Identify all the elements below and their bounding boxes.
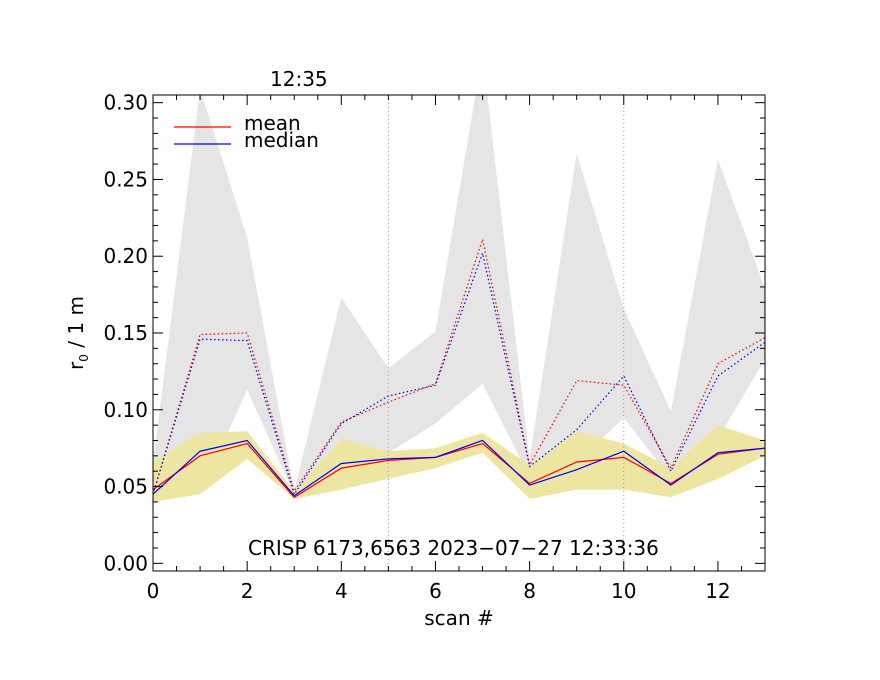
x-tick-label: 12 bbox=[705, 579, 730, 603]
series-median-dotted bbox=[153, 250, 765, 496]
vertical-dotted-lines bbox=[387, 95, 625, 571]
series-lines bbox=[153, 237, 765, 499]
series-median-solid bbox=[153, 439, 765, 497]
x-tick-label: 10 bbox=[611, 579, 636, 603]
y-tick-label: 0.05 bbox=[103, 475, 148, 499]
y-tick-label: 0.30 bbox=[103, 91, 148, 115]
x-tick-label: 0 bbox=[147, 579, 160, 603]
y-tick-label: 0.00 bbox=[103, 551, 148, 575]
tick-labels: 0 2 4 6 8 10 12 0.00 0.05 0.10 0.15 0.20 0.25 0.30 bbox=[103, 91, 730, 603]
x-axis-label: scan # bbox=[424, 606, 493, 630]
y-tick-label: 0.10 bbox=[103, 398, 148, 422]
legend-label-median: median bbox=[244, 128, 319, 152]
legend-label-mean: mean bbox=[244, 111, 301, 135]
range-bands bbox=[153, 95, 765, 502]
band-lower-range bbox=[153, 425, 765, 502]
y-tick-label: 0.15 bbox=[103, 321, 148, 345]
y-tick-label: 0.20 bbox=[103, 244, 148, 268]
time-label: 12:35 bbox=[270, 67, 328, 91]
y-axis-label-main: r bbox=[64, 361, 88, 370]
band-upper-range bbox=[153, 95, 765, 495]
x-tick-label: 2 bbox=[241, 579, 254, 603]
y-axis-label-sub: 0 bbox=[77, 354, 91, 362]
annotation: CRISP 6173,6563 2023−07−27 12:33:36 bbox=[248, 536, 659, 560]
axis-ticks bbox=[152, 95, 766, 571]
y-axis-label: r0 / 1 m bbox=[64, 296, 91, 370]
x-tick-label: 6 bbox=[429, 579, 442, 603]
x-tick-label: 8 bbox=[523, 579, 536, 603]
x-tick-label: 4 bbox=[335, 579, 348, 603]
y-axis-label-rest: / 1 m bbox=[64, 296, 88, 354]
series-mean-dotted bbox=[153, 237, 765, 495]
y-tick-label: 0.25 bbox=[103, 167, 148, 191]
